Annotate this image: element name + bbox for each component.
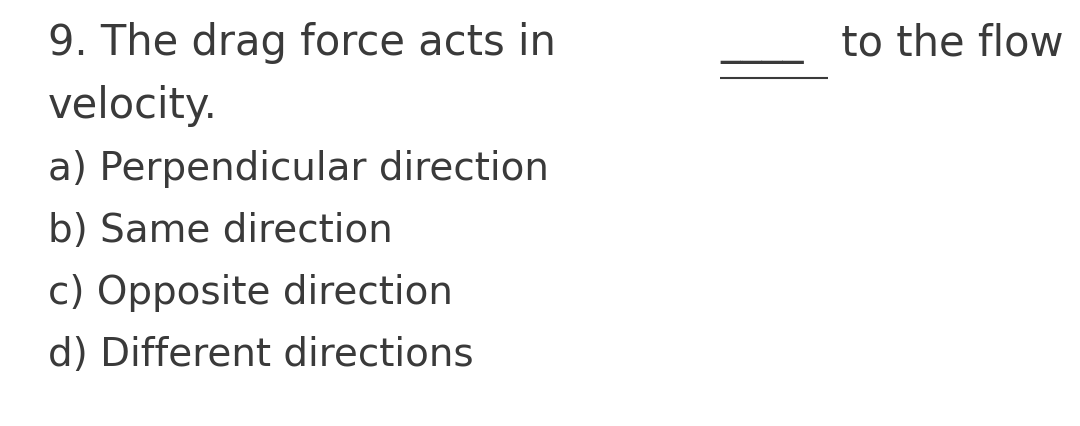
Text: ____: ____ [720, 22, 804, 64]
Text: velocity.: velocity. [48, 85, 218, 127]
Text: 9. The drag force acts in: 9. The drag force acts in [48, 22, 569, 64]
Text: to the flow: to the flow [828, 22, 1064, 64]
Text: b) Same direction: b) Same direction [48, 211, 393, 249]
Text: d) Different directions: d) Different directions [48, 335, 474, 373]
Text: a) Perpendicular direction: a) Perpendicular direction [48, 150, 549, 187]
Text: c) Opposite direction: c) Opposite direction [48, 273, 453, 311]
